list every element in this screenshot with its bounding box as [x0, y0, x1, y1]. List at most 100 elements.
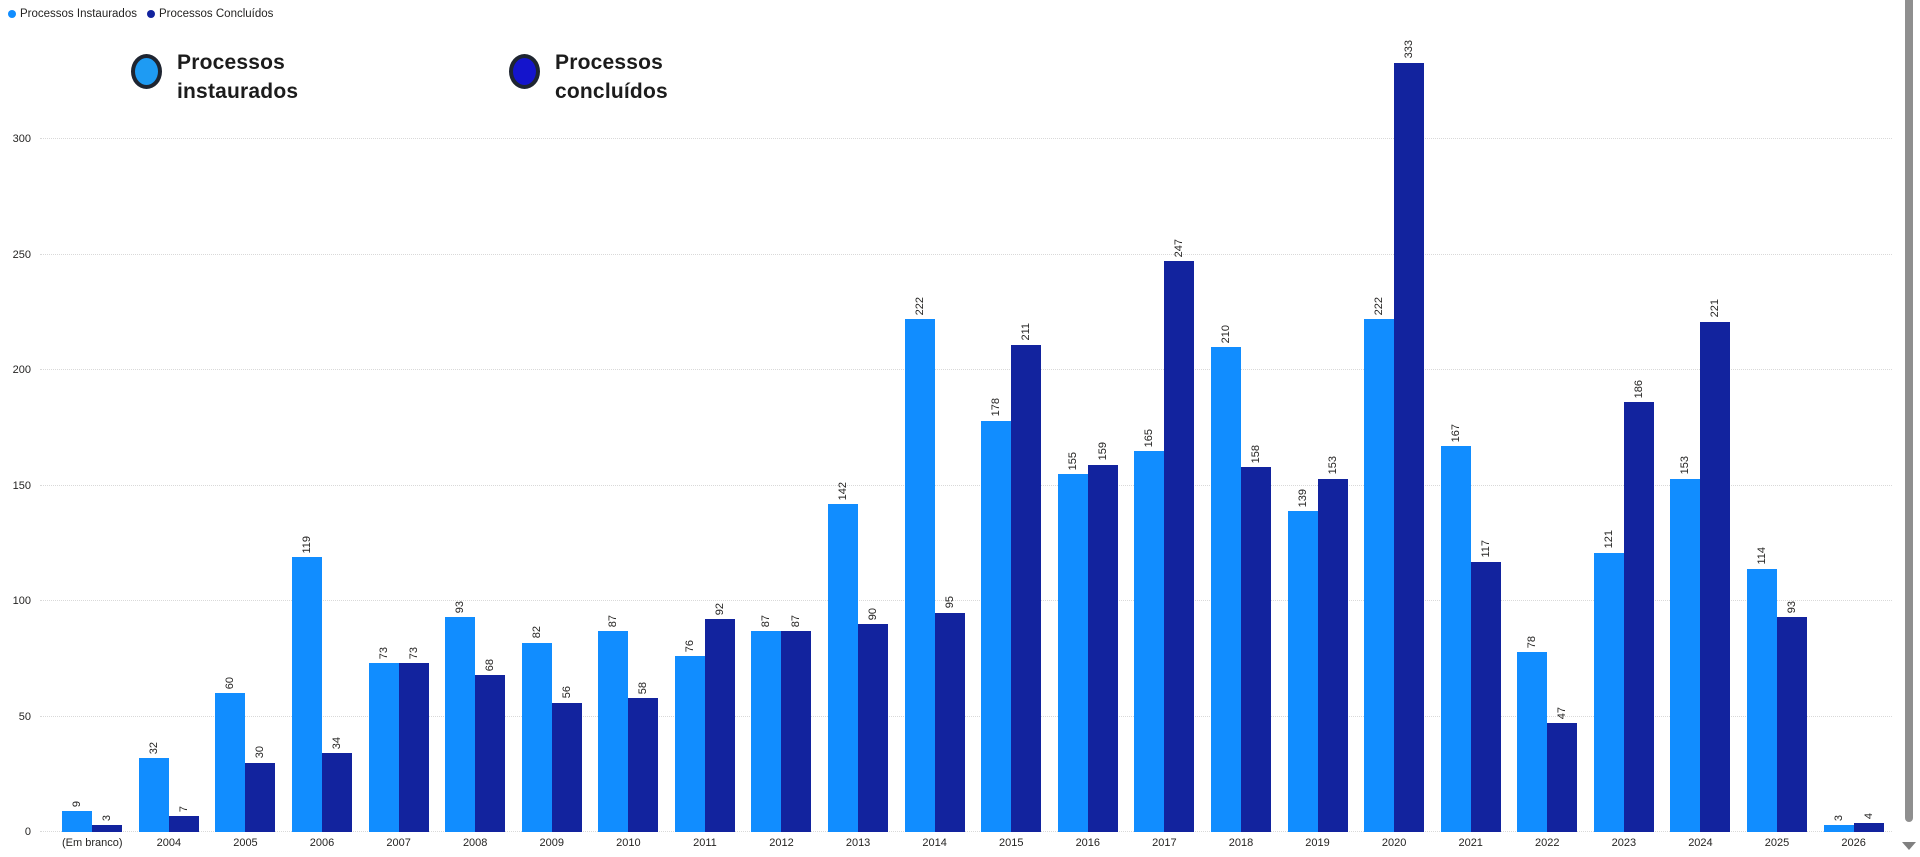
bar-value-label: 159: [1096, 442, 1109, 461]
bar-value-label: 93: [454, 600, 467, 614]
bar-value-label: 153: [1679, 456, 1692, 475]
bar-value-label: 87: [760, 614, 773, 628]
bar-instaurados-2007[interactable]: 73: [368, 647, 399, 832]
x-tick-label: 2013: [845, 837, 871, 849]
bar-instaurados-embranco[interactable]: 9: [62, 801, 93, 832]
bar-concluídos-2010[interactable]: 58: [628, 682, 659, 832]
bar-instaurados-2011[interactable]: 76: [674, 640, 705, 832]
bar-value-label: 247: [1173, 239, 1186, 258]
bar-group-2013: 142 90: [820, 482, 897, 832]
bar-instaurados-2008[interactable]: 93: [445, 601, 476, 832]
gridline: [40, 831, 1892, 832]
gridline: [40, 484, 1892, 486]
bar-concluídos-2011[interactable]: 92: [704, 603, 735, 832]
bar-instaurados-2006[interactable]: 119: [292, 536, 323, 832]
bar-instaurados-2022[interactable]: 78: [1517, 636, 1548, 832]
legend-label: Processos Instaurados: [20, 8, 137, 20]
x-tick-label: 2008: [462, 837, 488, 849]
bar-instaurados-2014[interactable]: 222: [904, 297, 935, 832]
bar-value-label: 4: [1862, 812, 1875, 819]
x-tick-label: 2025: [1764, 837, 1790, 849]
bar-concluídos-2006[interactable]: 34: [322, 737, 353, 832]
bar-instaurados-2018[interactable]: 210: [1210, 325, 1241, 832]
bar-concluídos-2012[interactable]: 87: [781, 615, 812, 832]
bar-instaurados-2009[interactable]: 82: [521, 626, 552, 832]
bar-concluídos-2017[interactable]: 247: [1164, 239, 1195, 832]
bar-value-label: 87: [790, 614, 803, 628]
x-tick-label: 2024: [1688, 837, 1713, 849]
bar-instaurados-2005[interactable]: 60: [215, 677, 246, 832]
x-tick-label: 2018: [1228, 837, 1254, 849]
bar-concluídos-2009[interactable]: 56: [551, 686, 582, 832]
bar-value-label: 90: [867, 607, 880, 621]
bar-group-2019: 139 153: [1279, 456, 1356, 832]
bar-group-2023: 121 186: [1586, 380, 1663, 832]
bar-concluídos-2020[interactable]: 333: [1394, 40, 1425, 832]
bar-concluídos-2022[interactable]: 47: [1547, 707, 1578, 832]
bar-instaurados-2025[interactable]: 114: [1747, 547, 1777, 832]
scroll-down-arrow-icon[interactable]: [1902, 842, 1916, 850]
bar-group-2007: 73 73: [360, 647, 437, 832]
bar-value-label: 56: [560, 686, 573, 699]
bar-group-2018: 210 158: [1203, 325, 1280, 832]
bar-concluídos-2008[interactable]: 68: [475, 659, 506, 832]
legend-item-concluidos[interactable]: Processos Concluídos: [146, 8, 273, 20]
x-tick-label: 2015: [998, 837, 1024, 849]
bar-concluídos-2015[interactable]: 211: [1011, 323, 1042, 832]
bar-value-label: 117: [1479, 540, 1492, 558]
bar-concluídos-2023[interactable]: 186: [1623, 380, 1654, 832]
gridline: [40, 715, 1892, 717]
bar-concluídos-2005[interactable]: 30: [245, 746, 276, 832]
x-tick-label: 2014: [922, 837, 947, 849]
scrollbar-thumb[interactable]: [1905, 0, 1913, 822]
bar-value-label: 222: [913, 296, 926, 316]
legend-big-label-line2: instaurados: [177, 80, 299, 103]
bar-instaurados-2015[interactable]: 178: [981, 398, 1012, 832]
bar-instaurados-2024[interactable]: 153: [1670, 456, 1701, 832]
bar-concluídos-embranco[interactable]: 3: [92, 815, 123, 832]
bar-value-label: 9: [71, 801, 84, 808]
legend-item-instaurados[interactable]: Processos Instaurados: [8, 8, 137, 20]
bar-concluídos-2024[interactable]: 221: [1700, 299, 1731, 832]
bar-concluídos-2013[interactable]: 90: [858, 608, 889, 832]
y-tick-label: 150: [12, 479, 31, 492]
bar-value-label: 3: [101, 814, 114, 822]
bar-value-label: 142: [837, 481, 850, 500]
bar-instaurados-2020[interactable]: 222: [1364, 297, 1395, 832]
bar-concluídos-2007[interactable]: 73: [398, 647, 429, 832]
bar-value-label: 333: [1403, 40, 1416, 59]
bar-concluídos-2025[interactable]: 93: [1777, 601, 1807, 832]
bar-instaurados-2021[interactable]: 167: [1440, 424, 1471, 832]
x-tick-label: 2006: [309, 837, 335, 849]
bar-instaurados-2012[interactable]: 87: [751, 615, 782, 832]
bar-group-2024: 153 221: [1662, 299, 1739, 832]
bar-instaurados-2019[interactable]: 139: [1287, 489, 1318, 832]
bar-instaurados-2013[interactable]: 142: [828, 482, 859, 832]
bar-instaurados-2010[interactable]: 87: [598, 615, 629, 832]
bar-concluídos-2021[interactable]: 117: [1470, 540, 1501, 832]
bar-group-2022: 78 47: [1509, 636, 1586, 832]
bar-value-label: 7: [177, 805, 190, 812]
bar-instaurados-2023[interactable]: 121: [1593, 530, 1624, 832]
bar-instaurados-2017[interactable]: 165: [1134, 429, 1165, 832]
bar-group-2017: 165 247: [1126, 239, 1203, 832]
bar-instaurados-2016[interactable]: 155: [1057, 452, 1088, 832]
bar-concluídos-2004[interactable]: 7: [168, 806, 199, 832]
bar-concluídos-2019[interactable]: 153: [1317, 456, 1348, 832]
bar-concluídos-2018[interactable]: 158: [1240, 445, 1271, 832]
bar-group-2016: 155 159: [1050, 442, 1127, 832]
legend-dot-concluidos-icon: [146, 10, 155, 18]
bar-concluídos-2026[interactable]: 4: [1853, 813, 1884, 832]
plot-area: 9 3 32 7 60 30 119 34 73 73 93 68 82 56 87 58 76 92 87 87 14…: [40, 0, 1892, 832]
bar-concluídos-2016[interactable]: 159: [1087, 442, 1118, 832]
legend-big-concluidos: Processos concluídos: [509, 48, 668, 106]
bar-value-label: 158: [1249, 444, 1262, 464]
gridline: [40, 253, 1892, 255]
bar-concluídos-2014[interactable]: 95: [934, 596, 965, 832]
bar-value-label: 76: [683, 640, 696, 653]
bar-instaurados-2026[interactable]: 3: [1823, 815, 1854, 832]
bar-instaurados-2004[interactable]: 32: [138, 742, 169, 832]
scrollbar[interactable]: [1898, 0, 1920, 857]
